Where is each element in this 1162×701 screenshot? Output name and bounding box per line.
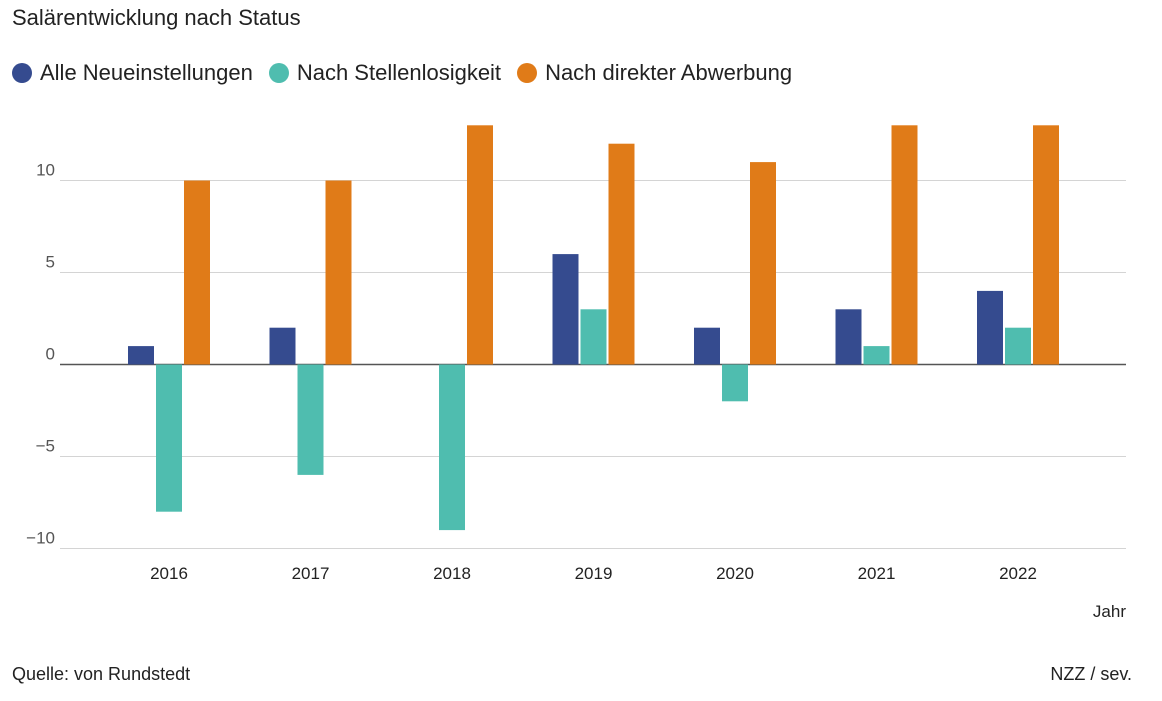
y-tick-label: 5 (46, 253, 55, 272)
bar-stellenlosigkeit-2020 (722, 364, 748, 402)
bar-abwerbung-2020 (750, 162, 776, 365)
bar-stellenlosigkeit-2022 (1005, 327, 1031, 365)
legend-item-stellenlosigkeit: Nach Stellenlosigkeit (268, 60, 502, 86)
bar-stellenlosigkeit-2019 (580, 309, 607, 365)
bar-abwerbung-2016 (184, 180, 210, 365)
legend: Alle Neueinstellungen Nach Stellenlosigk… (12, 60, 808, 86)
legend-item-abwerbung: Nach direkter Abwerbung (517, 60, 792, 86)
bar-stellenlosigkeit-2016 (156, 364, 182, 512)
y-tick-label: −5 (36, 437, 55, 456)
x-tick-label: 2017 (292, 564, 330, 583)
legend-label-stellenlosigkeit: Nach Stellenlosigkeit (296, 60, 502, 85)
x-tick-label: 2021 (858, 564, 896, 583)
chart-title: Salärentwicklung nach Status (12, 5, 301, 30)
bar-stellenlosigkeit-2021 (863, 346, 890, 365)
bar-alle-2019 (552, 254, 579, 365)
legend-label-abwerbung: Nach direkter Abwerbung (545, 60, 793, 85)
bar-chart: 10 5 0 −5 −10 2016 2017 2018 2019 2020 2021 2022 Jah… (26, 125, 1126, 621)
bar-abwerbung-2022 (1033, 125, 1059, 365)
bar-stellenlosigkeit-2017 (297, 364, 324, 475)
bar-alle-2016 (128, 346, 154, 365)
bar-alle-2022 (977, 290, 1003, 365)
bar-abwerbung-2017 (325, 180, 352, 365)
x-tick-label: 2019 (575, 564, 613, 583)
x-tick-label: 2016 (150, 564, 188, 583)
bar-alle-2017 (269, 327, 296, 365)
bar-abwerbung-2021 (891, 125, 918, 365)
x-tick-label: 2018 (433, 564, 471, 583)
x-axis-label: Jahr (1093, 602, 1126, 621)
legend-swatch-stellenlosigkeit (268, 63, 289, 83)
y-tick-label: 0 (46, 345, 55, 364)
bar-abwerbung-2019 (608, 143, 635, 365)
bar-alle-2021 (835, 309, 862, 365)
legend-label-alle: Alle Neueinstellungen (40, 60, 253, 85)
legend-swatch-alle (12, 63, 32, 83)
x-tick-label: 2020 (716, 564, 754, 583)
y-tick-label: 10 (36, 161, 55, 180)
bar-stellenlosigkeit-2018 (439, 364, 465, 531)
y-tick-label: −10 (26, 529, 55, 548)
legend-swatch-abwerbung (517, 63, 538, 83)
legend-item-alle: Alle Neueinstellungen (12, 60, 253, 86)
x-tick-label: 2022 (999, 564, 1037, 583)
bar-abwerbung-2018 (467, 125, 493, 365)
credit-note: NZZ / sev. (1050, 664, 1132, 684)
bar-alle-2020 (694, 327, 720, 365)
source-note: Quelle: von Rundstedt (12, 664, 191, 684)
